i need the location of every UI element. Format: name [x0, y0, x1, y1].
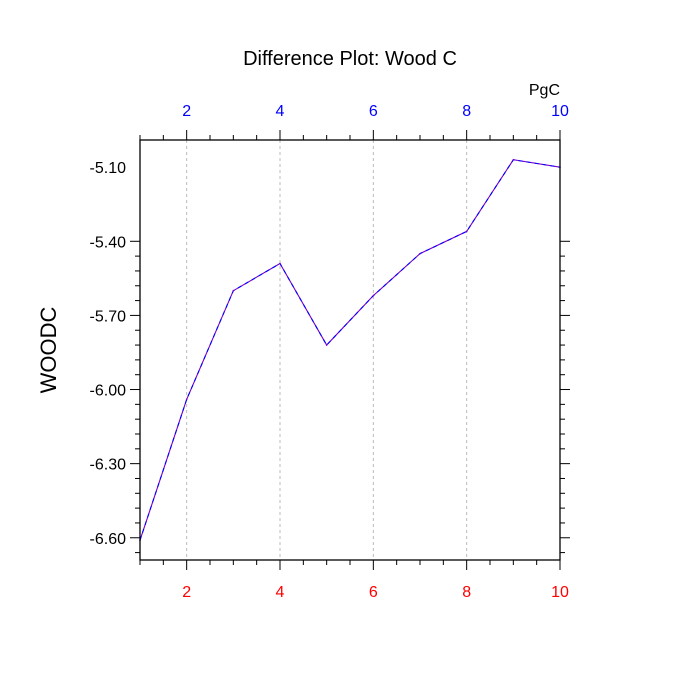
y-tick-label: -5.10 — [90, 160, 127, 177]
grid-lines — [186, 140, 468, 560]
data-point — [325, 344, 328, 346]
x-tick-label-bottom: 8 — [462, 584, 471, 601]
y-axis-label: WOODC — [36, 307, 61, 394]
y-tick-label: -5.70 — [90, 308, 127, 325]
series-line-dashed — [139, 159, 561, 541]
x-tick-label-bottom: 6 — [369, 584, 378, 601]
x-tick-label-top: 6 — [369, 103, 378, 120]
x-tick-label-bottom: 10 — [551, 584, 569, 601]
data-point — [465, 230, 468, 233]
data-point — [279, 262, 281, 265]
x-tick-label-top: 8 — [462, 103, 471, 120]
y-tick-label: -6.60 — [90, 531, 127, 548]
tick-labels: -6.60 -6.30 -6.00 -5.70 -5.40 -5.10 2 4 6 8 10 2 4 6 8… — [90, 103, 569, 601]
units-label: PgC — [529, 82, 560, 99]
x-tick-label-top: 10 — [551, 103, 569, 120]
data-point — [419, 252, 421, 255]
axis-ticks — [130, 130, 570, 570]
y-tick-label: -6.30 — [90, 457, 127, 474]
series-layer — [139, 158, 561, 542]
series-line — [139, 159, 561, 541]
x-tick-label-top: 2 — [182, 103, 191, 120]
x-tick-label-top: 4 — [276, 103, 285, 120]
data-point — [185, 398, 188, 401]
x-tick-label-bottom: 2 — [182, 584, 191, 601]
y-tick-label: -5.40 — [90, 234, 127, 251]
y-tick-label: -6.00 — [90, 383, 127, 400]
data-point — [232, 289, 235, 292]
plot-frame — [139, 139, 561, 561]
x-tick-label-bottom: 4 — [276, 584, 285, 601]
data-point — [512, 158, 515, 161]
data-point — [372, 294, 375, 297]
chart-title: Difference Plot: Wood C — [243, 48, 457, 70]
